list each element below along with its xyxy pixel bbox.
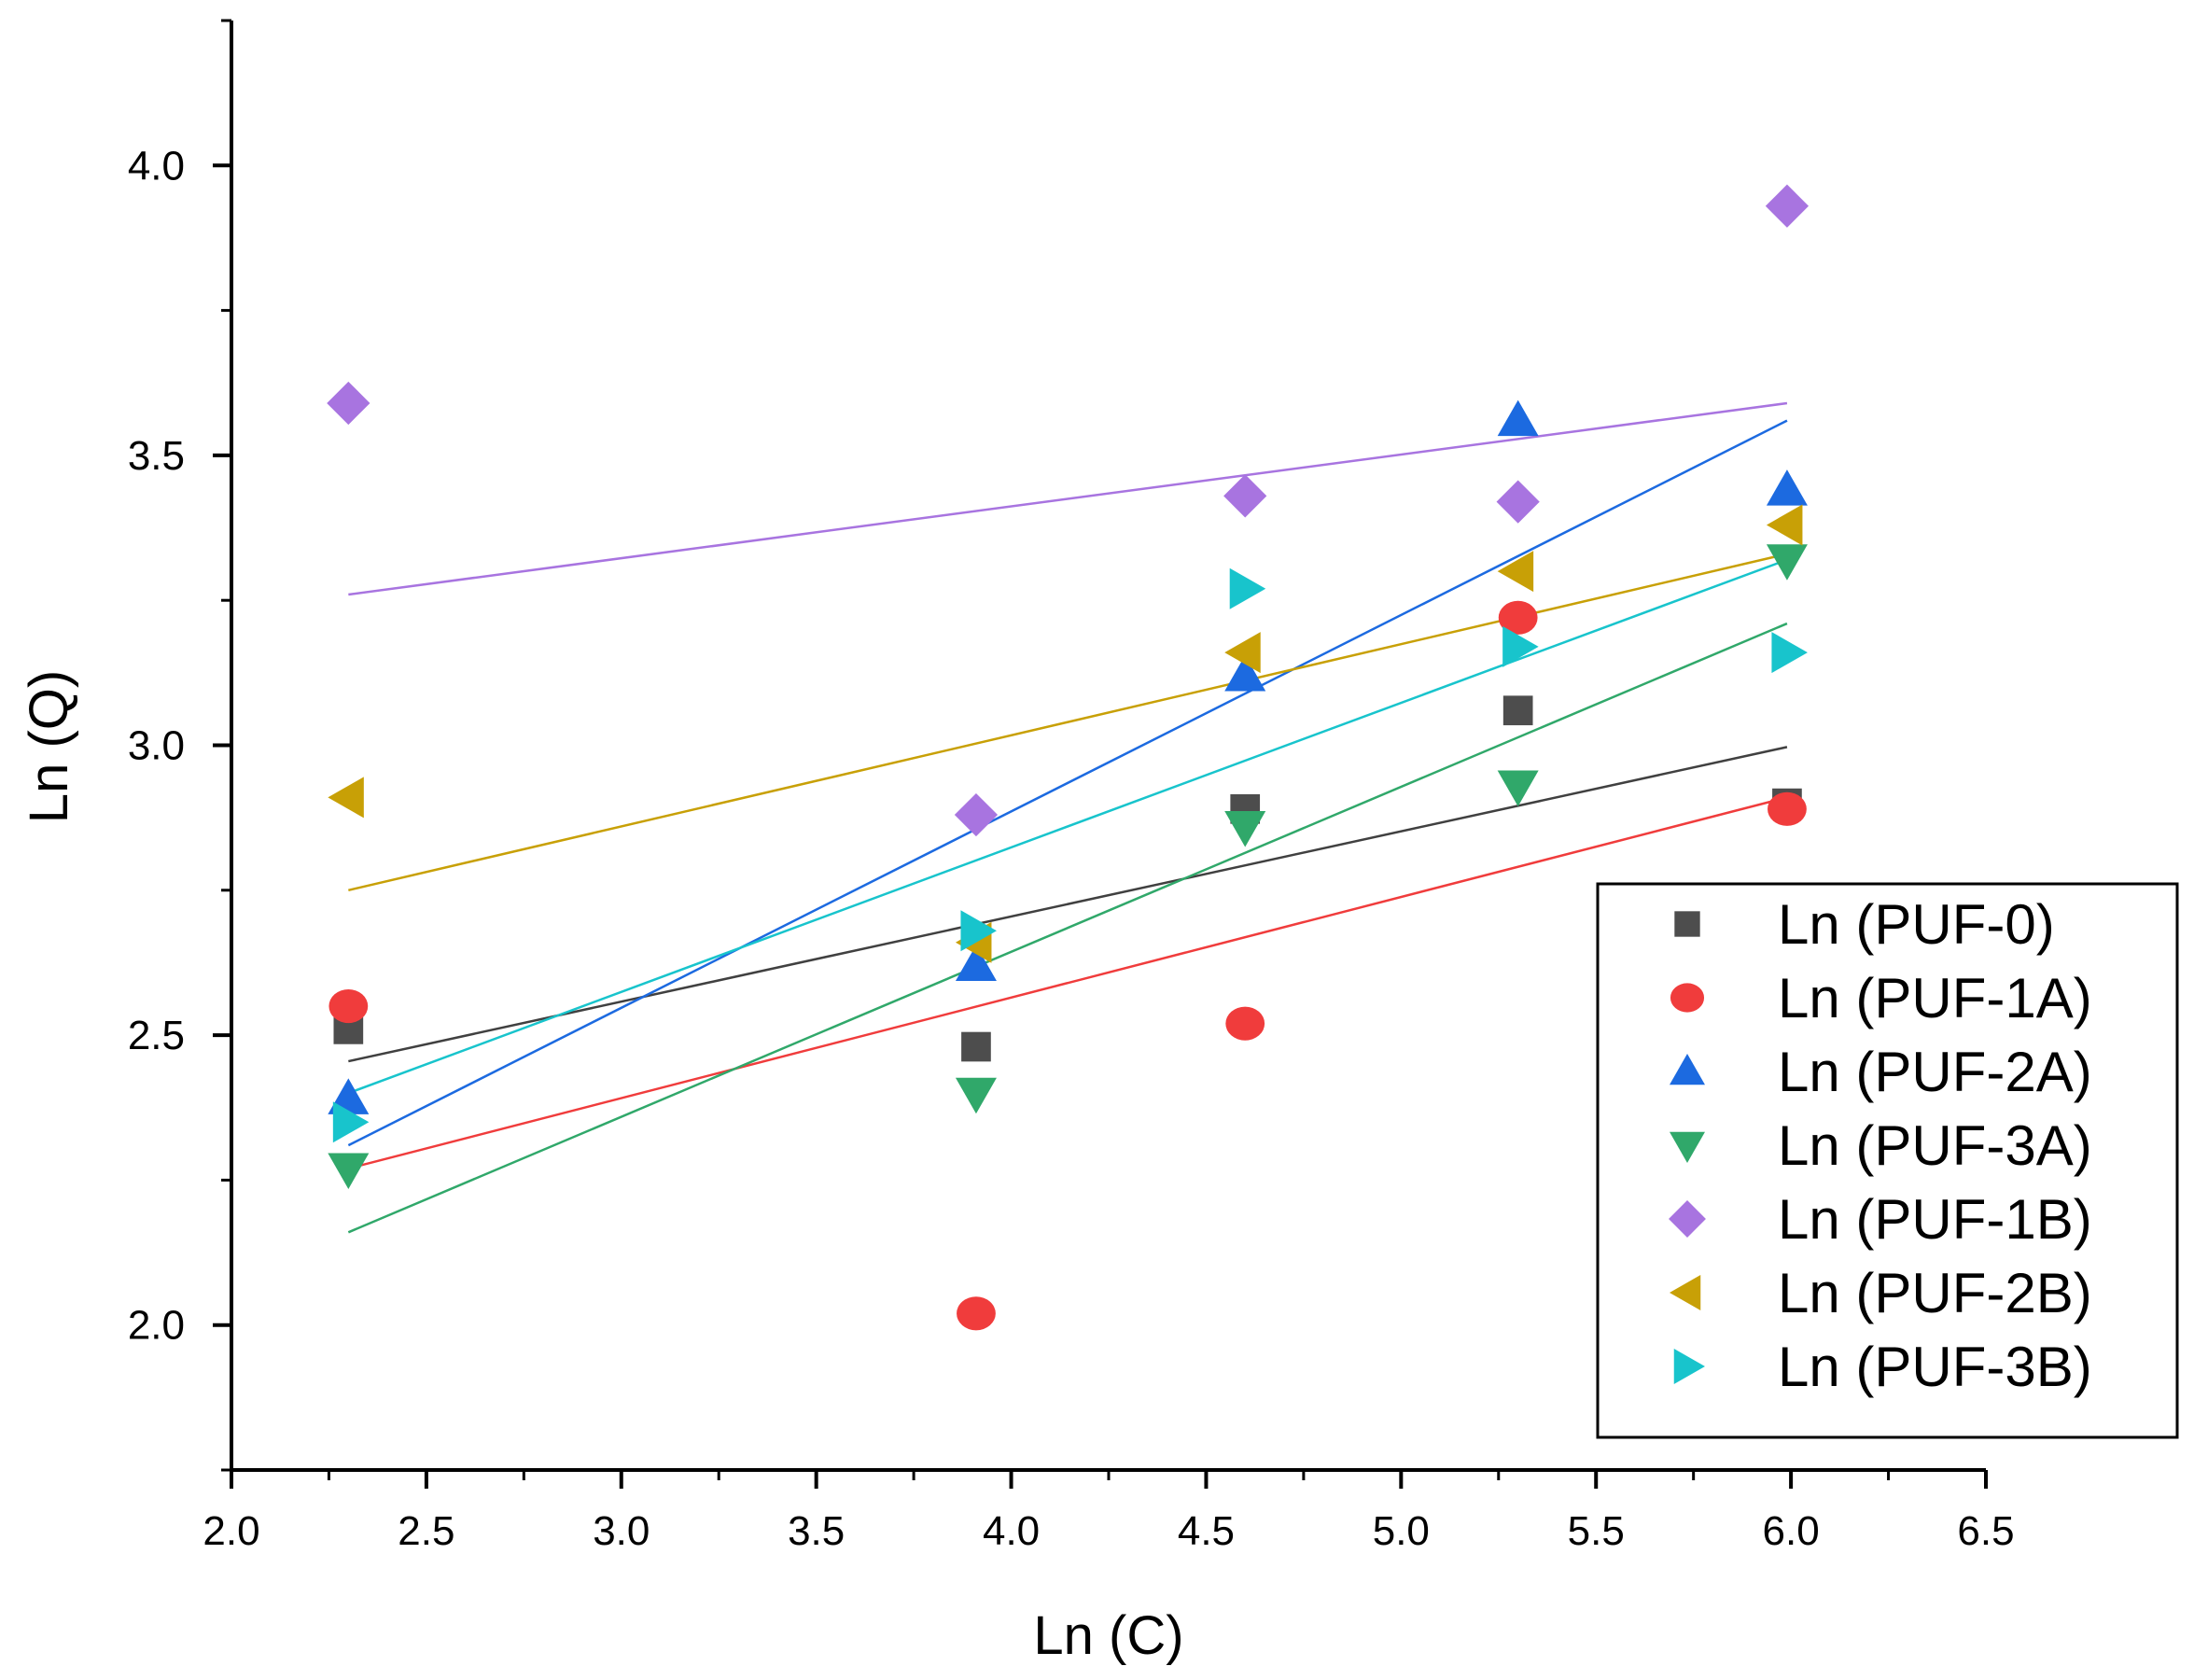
fit-line — [348, 401, 1788, 596]
legend-marker — [1670, 1054, 1705, 1085]
x-tick-label: 6.0 — [1763, 1508, 1820, 1554]
legend-marker — [1670, 1275, 1701, 1310]
x-tick-label: 2.5 — [398, 1508, 454, 1554]
data-point — [328, 777, 364, 819]
x-ticks: 2.0 2.5 3.0 3.5 4.0 4.5 5.0 5.5 6.0 6.5 — [203, 1470, 2015, 1554]
x-tick-label: 3.5 — [788, 1508, 845, 1554]
data-point — [1496, 480, 1540, 524]
data-point — [961, 1031, 991, 1062]
y-ticks: 2.0 2.5 3.0 3.5 4.0 — [128, 19, 231, 1472]
data-point — [955, 1077, 997, 1114]
fit-line — [348, 553, 1788, 892]
data-point — [328, 989, 369, 1024]
x-axis-title: Ln (C) — [1033, 1605, 1183, 1666]
legend-label: Ln (PUF-1B) — [1778, 1188, 2092, 1251]
data-point — [1497, 551, 1534, 593]
legend-marker — [1670, 1131, 1705, 1163]
data-point — [1768, 791, 1807, 826]
legend-label: Ln (PUF-3A) — [1778, 1114, 2092, 1177]
data-point — [1497, 770, 1539, 806]
fit-line — [347, 419, 1788, 1147]
y-tick-label: 2.0 — [128, 1303, 185, 1349]
legend: Ln (PUF-0) Ln (PUF-1A) Ln (PUF-2A) Ln (PUF-… — [1596, 882, 2179, 1439]
x-tick-label: 3.0 — [593, 1508, 650, 1554]
data-point — [1766, 469, 1808, 506]
fit-lines — [347, 401, 1788, 1234]
data-point — [960, 910, 997, 952]
fit-line — [348, 796, 1788, 1170]
data-point — [957, 1296, 996, 1331]
x-tick-label: 5.0 — [1373, 1508, 1430, 1554]
data-point — [1498, 600, 1538, 635]
legend-marker — [1674, 911, 1700, 937]
data-point — [1766, 504, 1803, 546]
legend-label: Ln (PUF-2B) — [1778, 1262, 2092, 1324]
legend-label: Ln (PUF-1A) — [1778, 967, 2092, 1029]
legend-label: Ln (PUF-3B) — [1778, 1336, 2092, 1398]
data-point — [1766, 544, 1808, 581]
data-point — [1765, 184, 1810, 228]
data-points — [327, 184, 1810, 1331]
legend-box — [1596, 882, 2179, 1439]
x-tick-label: 6.5 — [1957, 1508, 2014, 1554]
legend-marker — [1670, 983, 1705, 1013]
legend-marker — [1669, 1200, 1706, 1238]
data-point — [1771, 632, 1808, 674]
legend-label: Ln (PUF-0) — [1778, 893, 2055, 956]
data-point — [332, 1101, 370, 1143]
data-point — [1502, 695, 1533, 726]
data-point — [1224, 654, 1266, 692]
y-tick-label: 3.5 — [128, 433, 185, 479]
x-tick-label: 5.5 — [1568, 1508, 1625, 1554]
x-tick-label: 4.0 — [983, 1508, 1040, 1554]
data-point — [1502, 625, 1539, 667]
data-point — [1224, 632, 1261, 674]
data-point — [1225, 1006, 1265, 1041]
y-axis-title: Ln (Q) — [19, 670, 79, 823]
y-tick-label: 2.5 — [128, 1013, 185, 1058]
x-tick-label: 2.0 — [203, 1508, 259, 1554]
fit-line — [348, 746, 1788, 1063]
data-point — [1223, 474, 1267, 518]
data-point — [1224, 810, 1266, 847]
data-point — [1497, 399, 1539, 437]
legend-marker — [1673, 1349, 1705, 1384]
data-point — [955, 945, 997, 982]
fit-line — [347, 558, 1788, 1095]
data-point — [1229, 567, 1266, 609]
fit-line — [347, 622, 1788, 1234]
data-point — [327, 381, 370, 426]
x-tick-label: 4.5 — [1178, 1508, 1235, 1554]
y-tick-label: 4.0 — [128, 143, 185, 189]
data-point — [954, 792, 999, 837]
legend-label: Ln (PUF-2A) — [1778, 1041, 2092, 1103]
y-tick-label: 3.0 — [128, 723, 185, 769]
data-point — [328, 1153, 370, 1189]
